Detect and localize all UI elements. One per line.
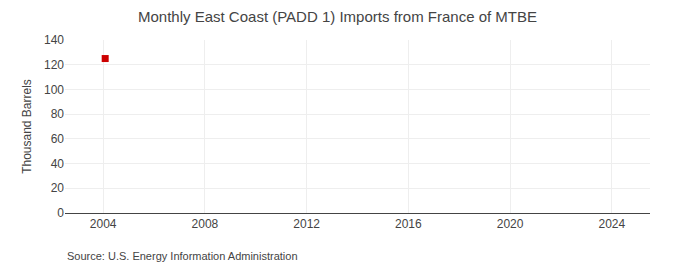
svg-text:2012: 2012	[293, 217, 320, 231]
svg-text:2024: 2024	[598, 217, 625, 231]
svg-text:2008: 2008	[192, 217, 219, 231]
svg-text:120: 120	[44, 58, 64, 72]
svg-text:20: 20	[51, 181, 65, 195]
svg-text:2016: 2016	[395, 217, 422, 231]
svg-text:40: 40	[51, 157, 65, 171]
svg-text:Monthly East Coast (PADD 1) Im: Monthly East Coast (PADD 1) Imports from…	[138, 8, 537, 25]
svg-text:Thousand Barrels: Thousand Barrels	[20, 79, 34, 174]
svg-text:140: 140	[44, 33, 64, 47]
svg-text:2020: 2020	[497, 217, 524, 231]
svg-text:80: 80	[51, 107, 65, 121]
svg-text:60: 60	[51, 132, 65, 146]
svg-text:100: 100	[44, 83, 64, 97]
svg-text:0: 0	[57, 206, 64, 220]
svg-text:2004: 2004	[90, 217, 117, 231]
svg-text:Source: U.S. Energy Informatio: Source: U.S. Energy Information Administ…	[67, 250, 298, 262]
